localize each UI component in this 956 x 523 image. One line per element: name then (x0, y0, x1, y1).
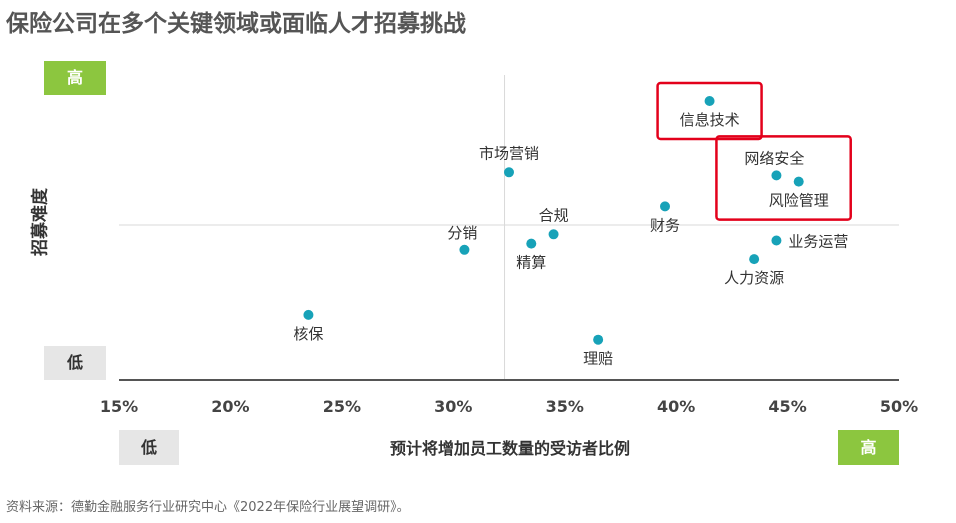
x-low-badge: 低 (119, 430, 179, 465)
data-point (526, 238, 537, 249)
point-label: 精算 (516, 254, 546, 272)
point-label: 财务 (650, 216, 680, 234)
point-label: 合规 (539, 206, 569, 224)
x-tick-label: 15% (100, 397, 138, 416)
data-point (704, 96, 715, 106)
point-label: 业务运营 (788, 233, 848, 251)
chart-grid (119, 75, 899, 381)
point-label: 信息技术 (680, 111, 740, 129)
point-label: 分销 (447, 224, 477, 242)
point-label: 理赔 (583, 350, 613, 368)
data-point (303, 309, 314, 320)
point-label: 核保 (293, 325, 323, 343)
source-note: 资料来源：德勤金融服务行业研究中心《2022年保险行业展望调研》。 (6, 500, 410, 515)
x-tick-label: 35% (546, 397, 584, 416)
x-tick-label: 50% (880, 397, 918, 416)
data-point (749, 254, 760, 265)
data-point (593, 334, 604, 345)
data-point (771, 235, 782, 246)
x-tick-label: 20% (211, 397, 249, 416)
x-tick-label: 25% (323, 397, 361, 416)
x-tick-label: 30% (434, 397, 472, 416)
point-label: 市场营销 (479, 144, 539, 162)
data-point (660, 201, 670, 212)
point-label: 风险管理 (769, 192, 829, 210)
highlight-boxes (656, 81, 852, 221)
y-low-badge: 低 (44, 346, 106, 380)
point-label: 网络安全 (744, 149, 804, 167)
data-point (548, 229, 559, 240)
y-high-badge: 高 (44, 61, 106, 95)
x-axis-label: 预计将增加员工数量的受访者比例 (389, 439, 630, 458)
page-title: 保险公司在多个关键领域或面临人才招募挑战 (6, 11, 466, 37)
highlight-box (715, 135, 852, 221)
data-point (504, 167, 514, 178)
x-tick-labels: 15% 20% 25% 30% 35% 40% 45% 50% (100, 397, 918, 416)
point-label: 人力资源 (724, 269, 784, 287)
x-high-badge: 高 (838, 430, 899, 465)
data-point (793, 176, 804, 187)
highlight-box (656, 81, 763, 141)
x-tick-label: 40% (657, 397, 695, 416)
data-points (303, 96, 804, 345)
x-tick-label: 45% (768, 397, 806, 416)
data-point (771, 170, 782, 181)
data-point (459, 244, 470, 255)
